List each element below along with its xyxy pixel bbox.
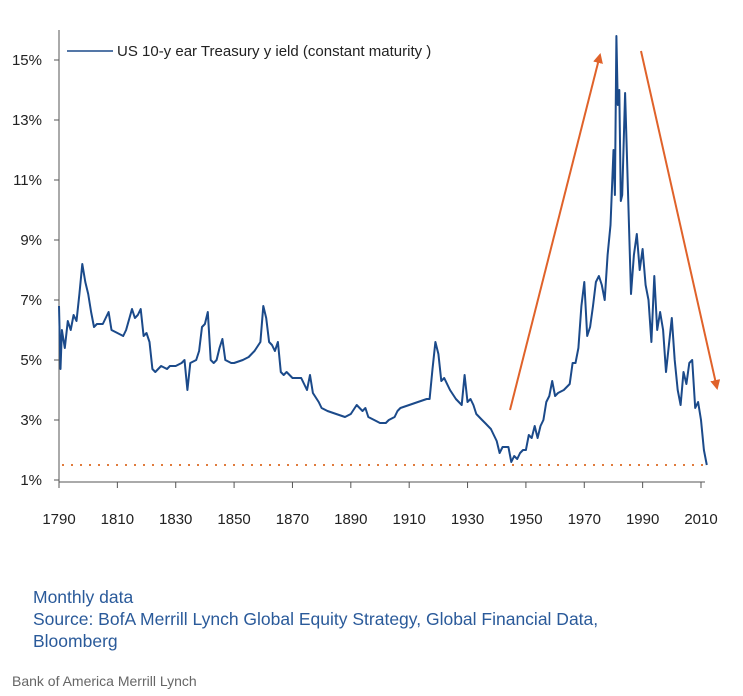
axes — [58, 30, 705, 483]
yield-chart: 1% 3% 5% 7% 9% 11% 13% 15% 1790 1810 1830 1850 1870… — [12, 30, 721, 528]
x-tick-label: 2010 — [684, 511, 717, 528]
x-ticks: 1790 1810 1830 1850 1870 1890 1910 1930 1950 1970… — [42, 482, 718, 528]
y-tick-label: 1% — [20, 472, 42, 489]
note-source: Source: BofA Merrill Lynch Global Equity… — [33, 609, 599, 629]
y-tick-label: 9% — [20, 232, 42, 249]
y-tick-label: 5% — [20, 352, 42, 369]
x-tick-label: 1850 — [217, 511, 250, 528]
x-tick-label: 1890 — [334, 511, 367, 528]
y-tick-label: 7% — [20, 292, 42, 309]
x-tick-label: 1870 — [276, 511, 309, 528]
y-tick-label: 11% — [13, 172, 42, 189]
x-tick-label: 1990 — [626, 511, 659, 528]
x-tick-label: 1810 — [101, 511, 134, 528]
x-tick-label: 1790 — [42, 511, 75, 528]
rising-trend-arrow — [509, 53, 603, 411]
x-tick-label: 1930 — [451, 511, 484, 528]
note-frequency: Monthly data — [33, 587, 134, 607]
x-tick-label: 1830 — [159, 511, 192, 528]
y-ticks: 1% 3% 5% 7% 9% 11% 13% 15% — [12, 52, 59, 489]
footer-credit: Bank of America Merrill Lynch — [12, 673, 197, 689]
y-tick-label: 15% — [12, 52, 42, 69]
y-tick-label: 13% — [12, 112, 42, 129]
falling-trend-arrow — [640, 50, 721, 390]
legend: US 10-y ear Treasury y ield (constant ma… — [67, 43, 431, 60]
x-tick-label: 1910 — [392, 511, 425, 528]
y-tick-label: 3% — [20, 412, 42, 429]
legend-label: US 10-y ear Treasury y ield (constant ma… — [117, 43, 431, 60]
note-source-cont: Bloomberg — [33, 631, 118, 651]
x-tick-label: 1970 — [568, 511, 601, 528]
x-tick-label: 1950 — [509, 511, 542, 528]
series-line-us-10y-yield — [58, 35, 708, 466]
